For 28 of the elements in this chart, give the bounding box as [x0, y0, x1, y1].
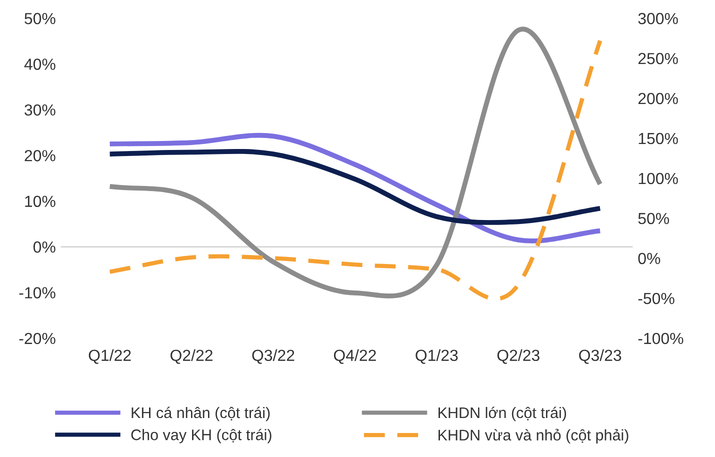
y2-tick-label: -50%: [638, 292, 674, 304]
x-tick-label: Q1/23: [416, 349, 458, 364]
x-tick-label: Q3/22: [252, 349, 294, 364]
y2-tick-label: 100%: [638, 172, 678, 184]
y-tick-label: -20%: [19, 332, 56, 344]
x-tick-label: Q2/23: [497, 349, 540, 364]
legend-label: KHDN lớn (cột trái): [438, 406, 566, 422]
y-tick-label: 50%: [24, 12, 56, 24]
y-tick-label: 40%: [24, 58, 56, 70]
legend-label: KHDN vừa và nhỏ (cột phải): [438, 428, 628, 444]
y2-tick-label: 50%: [638, 212, 670, 224]
y2-tick-label: 150%: [638, 132, 678, 144]
legend-label: Cho vay KH (cột trái): [131, 428, 272, 444]
x-tick-label: Q2/22: [170, 349, 212, 364]
y2-tick-label: -100%: [638, 332, 684, 344]
y-tick-label: -10%: [19, 287, 56, 298]
y-tick-label: 10%: [25, 196, 56, 208]
y2-tick-label: 200%: [638, 92, 678, 104]
x-tick-label: Q3/23: [579, 349, 622, 364]
y-tick-label: 30%: [24, 104, 56, 116]
y-tick-label: 20%: [24, 150, 56, 162]
y2-tick-label: 250%: [638, 52, 678, 64]
x-tick-label: Q1/22: [88, 349, 131, 364]
x-tick-label: Q4/22: [334, 349, 376, 364]
y2-tick-label: 300%: [638, 12, 678, 24]
y2-tick-label: 0%: [638, 252, 660, 264]
legend-label: KH cá nhân (cột trái): [132, 406, 270, 422]
y-tick-label: 0%: [33, 241, 56, 253]
